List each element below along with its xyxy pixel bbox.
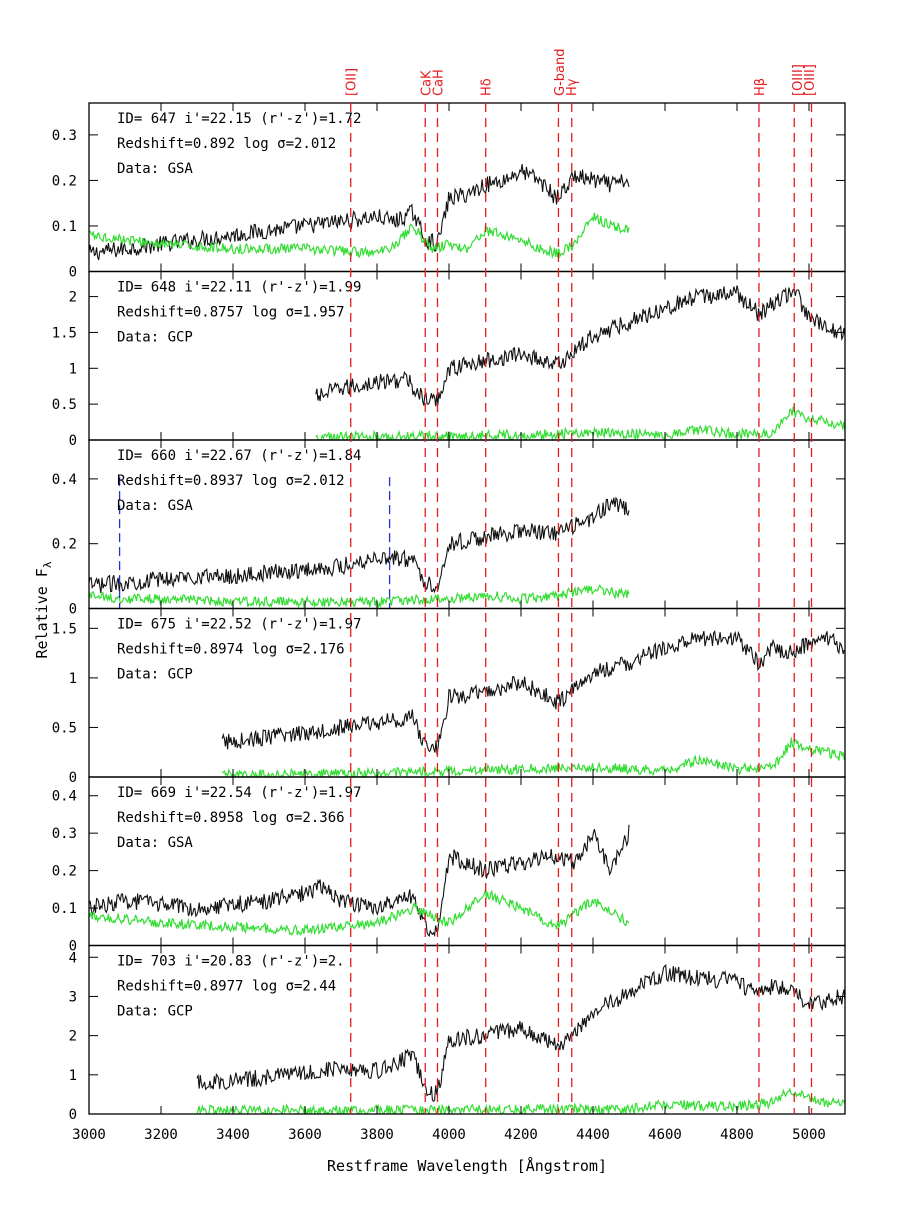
plot-area-2 bbox=[315, 285, 845, 440]
plot-area-1 bbox=[89, 164, 630, 261]
x-tick-label: 4800 bbox=[720, 1127, 754, 1143]
spectral-line-label-5-1: Hβ bbox=[753, 78, 768, 96]
spectrum-panel-5: 0 0.1 0.2 0.3 0.4 ID= 669 i'=22.54 (r'-z')=1.… bbox=[52, 776, 846, 955]
panel-annotation-2: Redshift=0.8977 log σ=2.44 bbox=[117, 979, 336, 995]
panel-annotation-1: ID= 647 i'=22.15 (r'-z')=1.72 bbox=[117, 111, 361, 127]
y-tick-label: 2 bbox=[69, 1029, 77, 1045]
spectrum-panel-1: 0 0.1 0.2 0.3 ID= 647 i'=22.15 (r'-z')=1.72 R… bbox=[52, 102, 846, 281]
spectrum-panel-4: 0 0.5 1 1.5 ID= 675 i'=22.52 (r'-z')=1.97 Red… bbox=[52, 607, 846, 786]
y-tick-label: 2 bbox=[69, 290, 77, 306]
x-tick-label: 3800 bbox=[360, 1127, 394, 1143]
panel-frame-4 bbox=[88, 607, 846, 778]
y-tick-label: 0.3 bbox=[52, 128, 77, 144]
spectrum-trace-1 bbox=[89, 164, 630, 261]
noise-trace-3 bbox=[89, 584, 630, 609]
panel-annotation-1: ID= 660 i'=22.67 (r'-z')=1.84 bbox=[117, 448, 361, 464]
spectral-line-label-2-2: CaH bbox=[431, 69, 446, 96]
panel-annotation-2: Redshift=0.8757 log σ=1.957 bbox=[117, 305, 345, 321]
panel-annotation-2: Redshift=0.892 log σ=2.012 bbox=[117, 136, 336, 152]
y-tick-label: 4 bbox=[69, 950, 77, 966]
plot-area-5 bbox=[89, 824, 630, 938]
panel-annotation-3: Data: GSA bbox=[117, 161, 193, 177]
x-tick-label: 3400 bbox=[216, 1127, 250, 1143]
spectral-line-label-6-2: [OIII] bbox=[803, 64, 818, 96]
spectrum-panel-2: 0 0.5 1 1.5 2 ID= 648 i'=22.11 (r'-z')=1.99 Re… bbox=[52, 270, 846, 449]
spectrum-panel-3: 0 0.2 0.4 ID= 660 i'=22.67 (r'-z')=1.84 Reds… bbox=[52, 439, 846, 618]
y-tick-label: 0.3 bbox=[52, 826, 77, 842]
y-tick-label: 0.5 bbox=[52, 397, 77, 413]
panel-annotation-1: ID= 669 i'=22.54 (r'-z')=1.97 bbox=[117, 785, 361, 801]
svg-text:Relative Fλ: Relative Fλ bbox=[33, 561, 54, 658]
x-tick-label: 3000 bbox=[72, 1127, 106, 1143]
spectral-line-label-4-1: G-band bbox=[553, 49, 568, 96]
x-tick-label: 4000 bbox=[432, 1127, 466, 1143]
y-tick-label: 0 bbox=[69, 602, 77, 618]
y-tick-label: 1 bbox=[69, 1068, 77, 1084]
panel-annotation-3: Data: GSA bbox=[117, 498, 193, 514]
panel-annotation-3: Data: GCP bbox=[117, 330, 193, 346]
panel-annotation-1: ID= 675 i'=22.52 (r'-z')=1.97 bbox=[117, 617, 361, 633]
y-tick-label: 1.5 bbox=[52, 325, 77, 341]
spectrum-panel-6: 0 1 2 3 4 ID= 703 i'=20.83 (r'-z')=2. Redshift… bbox=[69, 944, 846, 1123]
y-axis-title-subscript: λ bbox=[41, 561, 54, 568]
spectral-line-label-2-1: CaK bbox=[419, 70, 434, 96]
panel-annotation-2: Redshift=0.8974 log σ=2.176 bbox=[117, 642, 345, 658]
y-tick-label: 1.5 bbox=[52, 621, 77, 637]
spectral-line-label-4-2: Hγ bbox=[565, 78, 580, 96]
panel-frame-3 bbox=[88, 439, 846, 610]
x-tick-label: 4600 bbox=[648, 1127, 682, 1143]
x-tick-label: 4200 bbox=[504, 1127, 538, 1143]
y-tick-label: 0.4 bbox=[52, 789, 77, 805]
x-tick-label: 5000 bbox=[792, 1127, 826, 1143]
panel-annotation-3: Data: GCP bbox=[117, 667, 193, 683]
y-tick-label: 0.1 bbox=[52, 901, 77, 917]
plot-area-3 bbox=[89, 477, 630, 609]
spectrum-trace-2 bbox=[315, 285, 845, 407]
panel-annotation-2: Redshift=0.8937 log σ=2.012 bbox=[117, 473, 345, 489]
y-tick-label: 0.1 bbox=[52, 219, 77, 235]
panel-annotation-1: ID= 648 i'=22.11 (r'-z')=1.99 bbox=[117, 280, 361, 296]
x-tick-label: 3200 bbox=[144, 1127, 178, 1143]
y-tick-label: 0 bbox=[69, 433, 77, 449]
panel-annotation-3: Data: GCP bbox=[117, 1004, 193, 1020]
spectrum-trace-3 bbox=[89, 496, 630, 594]
plot-area-4 bbox=[221, 630, 845, 777]
y-tick-label: 0.2 bbox=[52, 173, 77, 189]
spectrum-trace-5 bbox=[89, 824, 630, 938]
y-axis-title-group: Relative Fλ bbox=[33, 561, 54, 658]
y-tick-label: 0 bbox=[69, 939, 77, 955]
x-tick-label: 4400 bbox=[576, 1127, 610, 1143]
noise-trace-5 bbox=[89, 889, 630, 937]
y-tick-label: 1 bbox=[69, 671, 77, 687]
y-tick-label: 0.5 bbox=[52, 720, 77, 736]
y-tick-label: 0.4 bbox=[52, 472, 77, 488]
y-tick-label: 0.2 bbox=[52, 864, 77, 880]
noise-trace-1 bbox=[89, 212, 630, 260]
y-axis-title: Relative F bbox=[33, 568, 51, 658]
y-tick-label: 3 bbox=[69, 989, 77, 1005]
panel-annotation-3: Data: GSA bbox=[117, 835, 193, 851]
spectrum-trace-4 bbox=[221, 630, 845, 756]
spectral-line-label-6-1: [OIII] bbox=[791, 64, 806, 96]
noise-trace-4 bbox=[221, 737, 845, 777]
x-axis-title: Restframe Wavelength [Ångstrom] bbox=[327, 1156, 607, 1175]
panel-frame-2 bbox=[88, 270, 846, 441]
spectrum-trace-6 bbox=[196, 963, 845, 1103]
panel-annotation-1: ID= 703 i'=20.83 (r'-z')=2. bbox=[117, 954, 345, 970]
spectral-line-label-1-1: [OII] bbox=[345, 68, 360, 96]
panel-frame-6 bbox=[88, 944, 846, 1115]
noise-trace-2 bbox=[315, 405, 845, 440]
y-tick-label: 0 bbox=[69, 770, 77, 786]
panel-annotation-2: Redshift=0.8958 log σ=2.366 bbox=[117, 810, 345, 826]
y-tick-label: 1 bbox=[69, 361, 77, 377]
y-tick-label: 0.2 bbox=[52, 537, 77, 553]
y-tick-label: 0 bbox=[69, 1107, 77, 1123]
y-tick-label: 0 bbox=[69, 265, 77, 281]
spectral-line-label-3-1: Hδ bbox=[480, 78, 495, 96]
x-tick-label: 3600 bbox=[288, 1127, 322, 1143]
